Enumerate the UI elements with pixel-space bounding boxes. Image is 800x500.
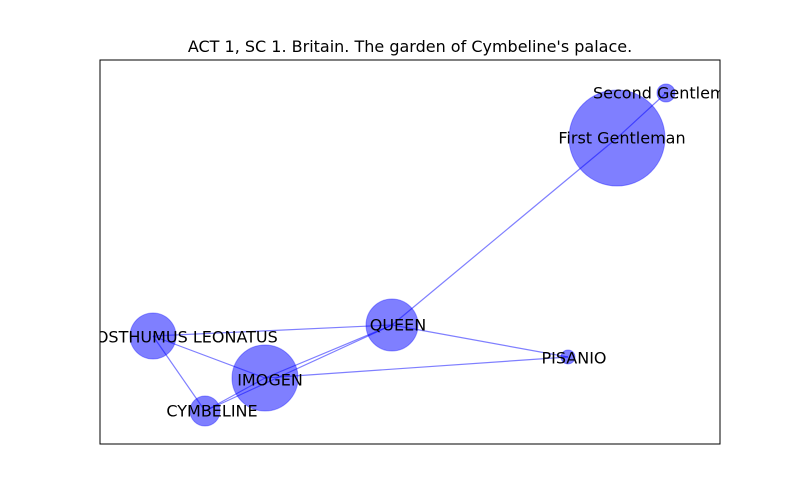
node-label-imogen: IMOGEN [237, 371, 303, 390]
nodes-layer [129, 83, 676, 427]
node-first-gentleman [568, 89, 666, 187]
plot-area: Second Gentleman First Gentleman QUEEN POST… [86, 83, 745, 427]
node-pisanio [560, 349, 576, 365]
node-posthumus-leonatus [129, 312, 177, 360]
edges-layer [152, 92, 667, 412]
node-queen [365, 298, 419, 352]
node-label-second-gentleman: Second Gentleman [593, 84, 745, 103]
node-label-cymbeline: CYMBELINE [166, 402, 257, 421]
edge-queen-cymbeline [204, 324, 393, 412]
node-imogen [231, 344, 299, 412]
node-label-queen: QUEEN [370, 316, 427, 335]
node-label-first-gentleman: First Gentleman [558, 129, 685, 148]
edge-imogen-pisanio [264, 356, 569, 379]
plot-frame [99, 59, 721, 445]
labels-layer: Second Gentleman First Gentleman QUEEN POST… [86, 84, 745, 421]
node-label-posthumus-leonatus: POSTHUMUS LEONATUS [86, 328, 278, 347]
edge-queen-pisanio [391, 324, 569, 358]
edge-queen-posthumus-leonatus [152, 324, 393, 337]
node-label-pisanio: PISANIO [541, 349, 606, 368]
node-cymbeline [189, 395, 221, 427]
edge-first-gentleman-queen [391, 137, 618, 326]
node-second-gentleman [656, 83, 676, 103]
figure-title: ACT 1, SC 1. Britain. The garden of Cymb… [188, 37, 632, 56]
